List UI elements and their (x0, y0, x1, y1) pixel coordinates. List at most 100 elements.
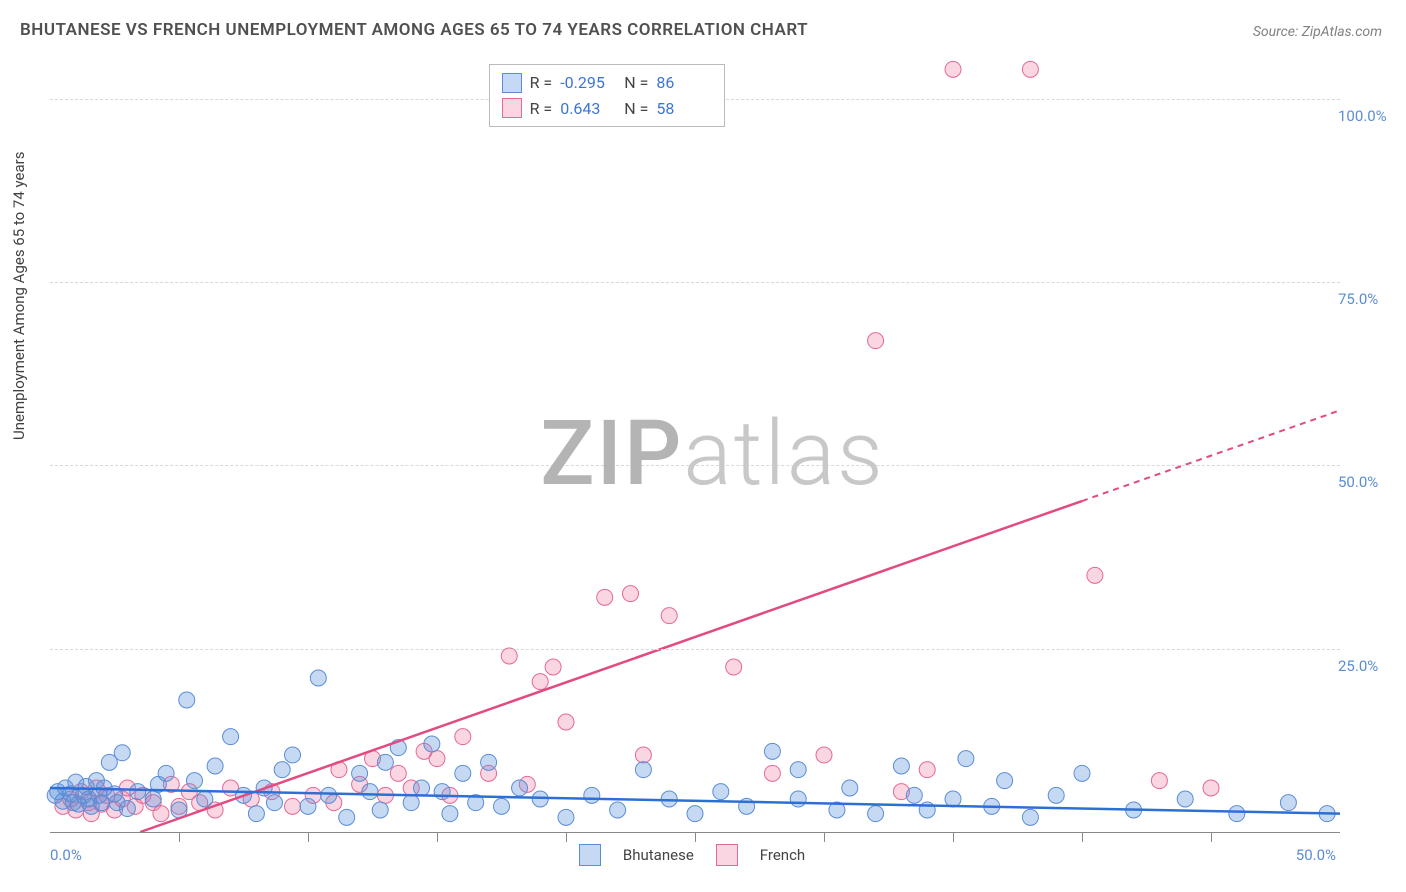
x-tick-mark (695, 832, 696, 842)
x-tick-mark (179, 832, 180, 842)
point-bhutanese (687, 806, 703, 822)
point-french (1203, 780, 1219, 796)
stat-n-value: 86 (656, 70, 712, 96)
point-french (390, 765, 406, 781)
point-bhutanese (893, 758, 909, 774)
regression-french (140, 501, 1082, 832)
point-french (1151, 773, 1167, 789)
point-bhutanese (997, 773, 1013, 789)
point-bhutanese (442, 806, 458, 822)
y-tick-label: 75.0% (1338, 290, 1378, 308)
point-bhutanese (274, 762, 290, 778)
point-bhutanese (906, 787, 922, 803)
point-bhutanese (635, 762, 651, 778)
point-bhutanese (130, 784, 146, 800)
legend-label-french: French (760, 846, 805, 864)
point-bhutanese (945, 791, 961, 807)
point-bhutanese (481, 754, 497, 770)
stats-row-french: R =0.643 N =58 (502, 96, 713, 122)
point-french (501, 648, 517, 664)
stat-r-label: R = (530, 70, 553, 96)
stat-n-value: 58 (656, 96, 712, 122)
stat-r-value: 0.643 (560, 96, 616, 122)
point-french (635, 747, 651, 763)
x-tick-mark (437, 832, 438, 842)
point-bhutanese (403, 795, 419, 811)
gridline (50, 465, 1340, 466)
legend-swatch-french (716, 844, 738, 866)
point-bhutanese (362, 784, 378, 800)
point-french (153, 806, 169, 822)
point-bhutanese (1074, 765, 1090, 781)
point-bhutanese (434, 784, 450, 800)
point-bhutanese (1048, 787, 1064, 803)
chart-title: BHUTANESE VS FRENCH UNEMPLOYMENT AMONG A… (20, 20, 808, 40)
y-axis-label: Unemployment Among Ages 65 to 74 years (10, 152, 28, 440)
x-tick-mark (1082, 832, 1083, 842)
point-bhutanese (842, 780, 858, 796)
point-bhutanese (584, 787, 600, 803)
legend-swatch-bhutanese (579, 844, 601, 866)
swatch-french (502, 98, 522, 118)
point-bhutanese (764, 743, 780, 759)
point-bhutanese (352, 765, 368, 781)
y-tick-label: 100.0% (1338, 107, 1387, 125)
point-bhutanese (1229, 806, 1245, 822)
point-bhutanese (713, 784, 729, 800)
scatter-svg (50, 62, 1340, 832)
point-bhutanese (248, 806, 264, 822)
point-bhutanese (790, 762, 806, 778)
point-bhutanese (455, 765, 471, 781)
point-french (623, 586, 639, 602)
point-french (816, 747, 832, 763)
point-french (661, 608, 677, 624)
point-bhutanese (414, 780, 430, 796)
source-attribution: Source: ZipAtlas.com (1253, 24, 1382, 40)
point-bhutanese (186, 773, 202, 789)
y-tick-label: 25.0% (1338, 657, 1378, 675)
point-french (285, 798, 301, 814)
point-bhutanese (207, 758, 223, 774)
stat-n-label: N = (624, 96, 648, 122)
point-bhutanese (114, 745, 130, 761)
swatch-bhutanese (502, 73, 522, 93)
x-tick-label: 50.0% (1296, 846, 1336, 864)
stat-r-value: -0.295 (560, 70, 616, 96)
point-french (532, 674, 548, 690)
point-bhutanese (339, 809, 355, 825)
legend: BhutaneseFrench (579, 844, 805, 866)
x-tick-mark (824, 832, 825, 842)
point-bhutanese (372, 802, 388, 818)
point-bhutanese (958, 751, 974, 767)
plot-area: 25.0%50.0%75.0%100.0%0.0%50.0% (50, 62, 1340, 832)
point-bhutanese (790, 791, 806, 807)
point-french (919, 762, 935, 778)
point-bhutanese (158, 765, 174, 781)
point-french (726, 659, 742, 675)
point-bhutanese (145, 791, 161, 807)
x-tick-mark (308, 832, 309, 842)
point-bhutanese (266, 795, 282, 811)
regression-french-dashed (1082, 410, 1340, 501)
correlation-stats-box: R = -0.295 N = 86R = 0.643 N = 58 (489, 64, 726, 127)
point-french (764, 765, 780, 781)
x-tick-mark (1211, 832, 1212, 842)
point-bhutanese (512, 780, 528, 796)
point-bhutanese (300, 798, 316, 814)
point-bhutanese (310, 670, 326, 686)
point-french (945, 61, 961, 77)
stats-row-bhutanese: R = -0.295 N = 86 (502, 70, 713, 96)
stat-n-label: N = (624, 70, 648, 96)
gridline (50, 282, 1340, 283)
point-french (1022, 61, 1038, 77)
point-french (545, 659, 561, 675)
point-bhutanese (197, 791, 213, 807)
point-bhutanese (424, 736, 440, 752)
point-french (597, 589, 613, 605)
point-bhutanese (119, 801, 135, 817)
x-tick-mark (953, 832, 954, 842)
point-bhutanese (179, 692, 195, 708)
x-tick-mark (566, 832, 567, 842)
point-bhutanese (321, 787, 337, 803)
point-bhutanese (1280, 795, 1296, 811)
